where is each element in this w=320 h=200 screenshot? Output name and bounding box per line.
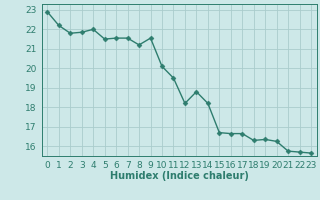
X-axis label: Humidex (Indice chaleur): Humidex (Indice chaleur) <box>110 171 249 181</box>
